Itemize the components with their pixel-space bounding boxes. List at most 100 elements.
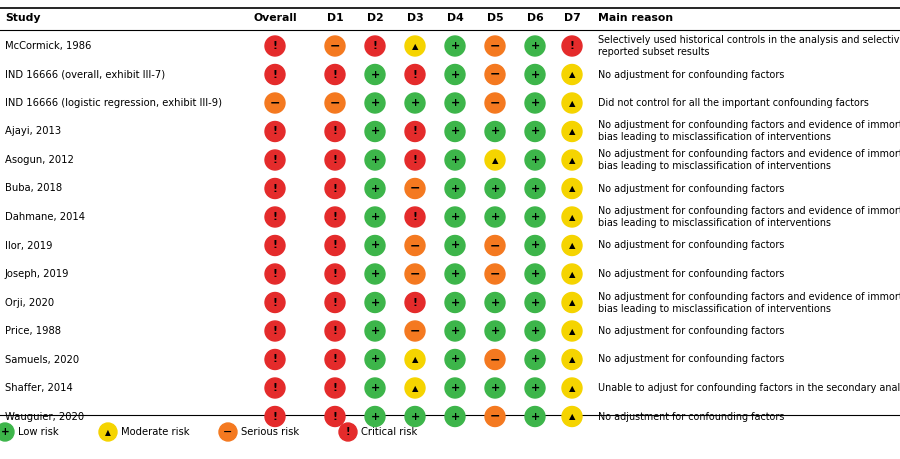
Text: +: +	[450, 98, 460, 108]
Ellipse shape	[445, 292, 465, 313]
Text: +: +	[371, 412, 380, 421]
Text: −: −	[329, 39, 340, 52]
Ellipse shape	[525, 292, 545, 313]
Text: !: !	[333, 184, 338, 194]
Ellipse shape	[365, 65, 385, 84]
Text: ▲: ▲	[569, 413, 575, 421]
Text: +: +	[371, 326, 380, 336]
Ellipse shape	[405, 122, 425, 141]
Ellipse shape	[405, 264, 425, 284]
Text: !: !	[273, 155, 277, 165]
Ellipse shape	[365, 179, 385, 198]
Text: !: !	[273, 412, 277, 421]
Text: No adjustment for confounding factors and evidence of immortal time
bias leading: No adjustment for confounding factors an…	[598, 149, 900, 171]
Ellipse shape	[485, 93, 505, 113]
Text: !: !	[333, 269, 338, 279]
Ellipse shape	[445, 36, 465, 56]
Text: D4: D4	[446, 13, 464, 23]
Text: IND 16666 (overall, exhibit III-7): IND 16666 (overall, exhibit III-7)	[5, 69, 165, 79]
Text: !: !	[333, 383, 338, 393]
Ellipse shape	[445, 378, 465, 398]
Text: −: −	[410, 239, 420, 252]
Text: +: +	[530, 127, 540, 136]
Text: Selectively used historical controls in the analysis and selectively
reported su: Selectively used historical controls in …	[598, 35, 900, 57]
Ellipse shape	[562, 93, 582, 113]
Text: ▲: ▲	[412, 356, 418, 364]
Ellipse shape	[325, 207, 345, 227]
Ellipse shape	[445, 235, 465, 256]
Text: !: !	[412, 127, 418, 136]
Text: ▲: ▲	[569, 99, 575, 108]
Ellipse shape	[485, 235, 505, 256]
Ellipse shape	[525, 207, 545, 227]
Ellipse shape	[365, 150, 385, 170]
Ellipse shape	[365, 321, 385, 341]
Text: !: !	[273, 297, 277, 308]
Ellipse shape	[562, 122, 582, 141]
Text: Overall: Overall	[253, 13, 297, 23]
Text: !: !	[570, 41, 574, 51]
Text: D3: D3	[407, 13, 423, 23]
Ellipse shape	[325, 378, 345, 398]
Ellipse shape	[445, 207, 465, 227]
Text: +: +	[371, 354, 380, 364]
Ellipse shape	[485, 65, 505, 84]
Text: +: +	[491, 127, 500, 136]
Text: !: !	[273, 127, 277, 136]
Text: +: +	[491, 212, 500, 222]
Ellipse shape	[562, 264, 582, 284]
Ellipse shape	[485, 150, 505, 170]
Text: !: !	[273, 269, 277, 279]
Ellipse shape	[0, 423, 14, 441]
Ellipse shape	[219, 423, 237, 441]
Text: No adjustment for confounding factors and evidence of immortal time
bias leading: No adjustment for confounding factors an…	[598, 206, 900, 228]
Text: D1: D1	[327, 13, 343, 23]
Text: !: !	[412, 155, 418, 165]
Text: +: +	[530, 241, 540, 251]
Text: ▲: ▲	[569, 185, 575, 194]
Text: IND 16666 (logistic regression, exhibit III-9): IND 16666 (logistic regression, exhibit …	[5, 98, 222, 108]
Text: !: !	[373, 41, 377, 51]
Ellipse shape	[485, 349, 505, 369]
Ellipse shape	[265, 179, 285, 198]
Ellipse shape	[525, 150, 545, 170]
Text: +: +	[491, 383, 500, 393]
Text: −: −	[490, 268, 500, 280]
Text: !: !	[273, 354, 277, 364]
Text: +: +	[371, 212, 380, 222]
Text: +: +	[530, 269, 540, 279]
Text: +: +	[450, 383, 460, 393]
Text: !: !	[273, 212, 277, 222]
Text: +: +	[530, 212, 540, 222]
Ellipse shape	[485, 407, 505, 426]
Ellipse shape	[365, 207, 385, 227]
Text: Samuels, 2020: Samuels, 2020	[5, 354, 79, 364]
Text: −: −	[270, 96, 280, 110]
Text: +: +	[450, 326, 460, 336]
Ellipse shape	[525, 378, 545, 398]
Text: Did not control for all the important confounding factors: Did not control for all the important co…	[598, 98, 868, 108]
Text: +: +	[450, 354, 460, 364]
Ellipse shape	[339, 423, 357, 441]
Text: −: −	[410, 325, 420, 337]
Text: No adjustment for confounding factors: No adjustment for confounding factors	[598, 354, 785, 364]
Ellipse shape	[445, 65, 465, 84]
Text: +: +	[450, 41, 460, 51]
Text: −: −	[410, 268, 420, 280]
Text: +: +	[450, 127, 460, 136]
Text: Joseph, 2019: Joseph, 2019	[5, 269, 69, 279]
Ellipse shape	[405, 407, 425, 426]
Text: +: +	[410, 98, 419, 108]
Text: +: +	[530, 354, 540, 364]
Text: −: −	[490, 410, 500, 423]
Ellipse shape	[405, 235, 425, 256]
Text: ▲: ▲	[491, 156, 499, 165]
Ellipse shape	[562, 65, 582, 84]
Text: +: +	[491, 184, 500, 194]
Ellipse shape	[405, 150, 425, 170]
Text: +: +	[371, 383, 380, 393]
Ellipse shape	[265, 122, 285, 141]
Text: +: +	[491, 326, 500, 336]
Text: !: !	[412, 297, 418, 308]
Text: Study: Study	[5, 13, 40, 23]
